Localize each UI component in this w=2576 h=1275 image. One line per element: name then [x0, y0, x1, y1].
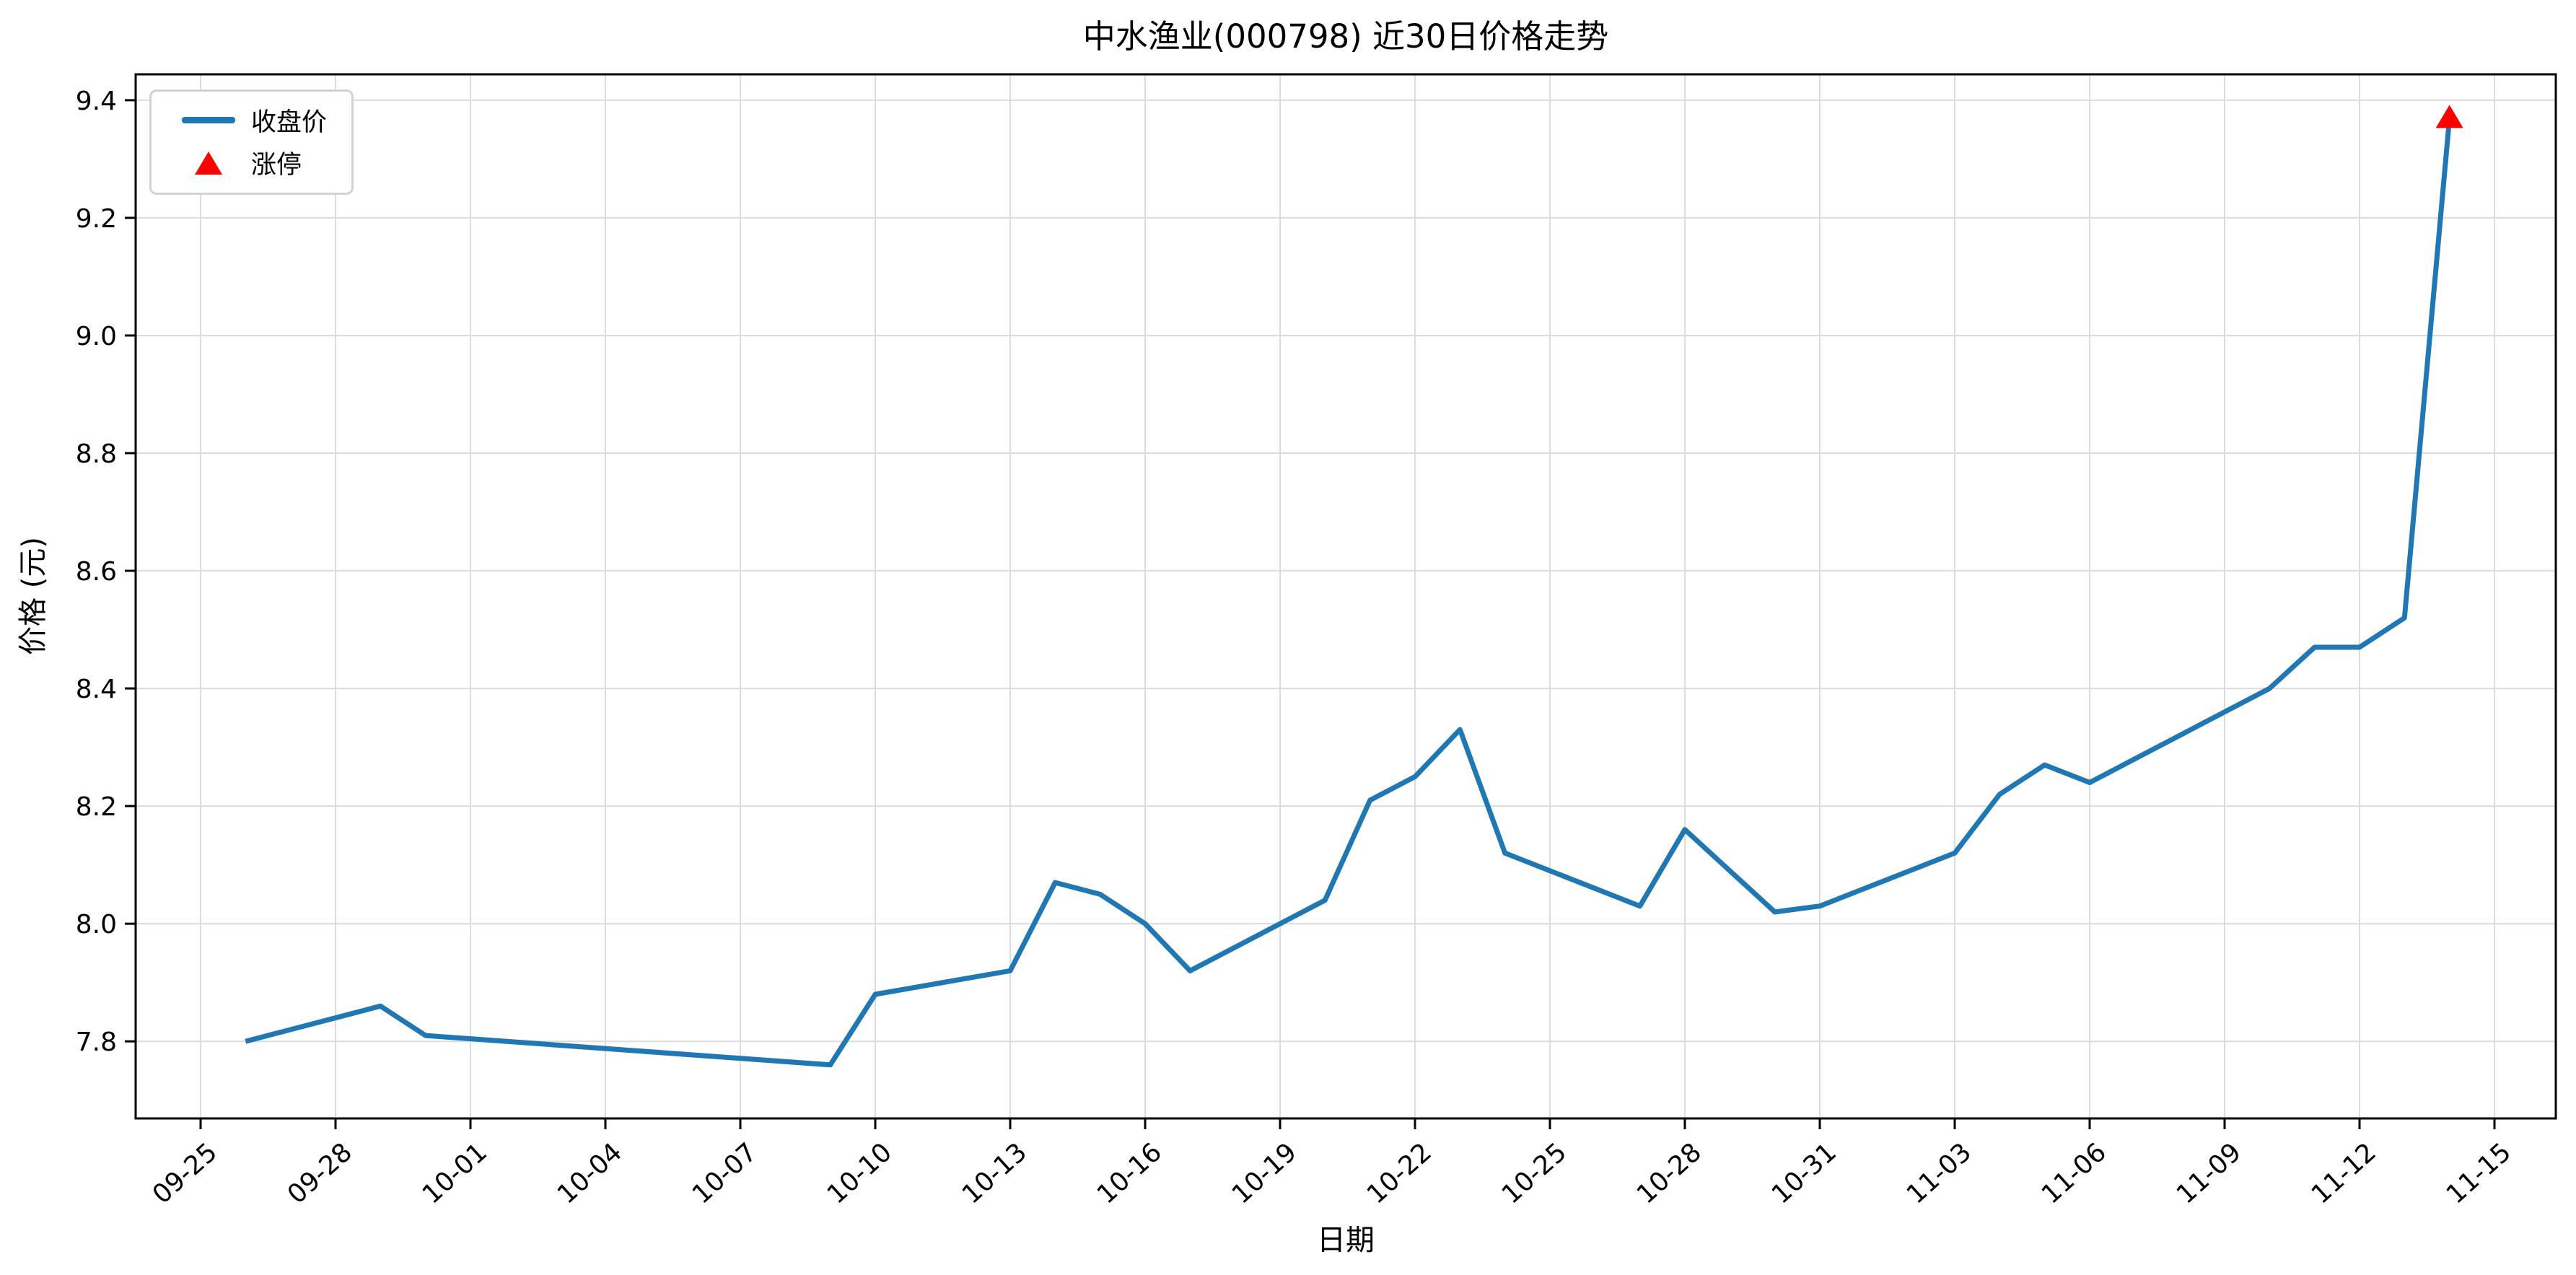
x-tick-label: 10-16 [1092, 1137, 1167, 1209]
x-tick-label: 10-01 [417, 1137, 493, 1209]
x-tick-label: 10-22 [1362, 1137, 1437, 1209]
x-tick-label: 10-10 [822, 1137, 898, 1209]
x-tick-label: 09-25 [147, 1137, 223, 1209]
axis-ticks [125, 99, 2496, 1129]
x-tick-label: 10-04 [552, 1137, 628, 1209]
x-tick-label: 10-19 [1227, 1137, 1302, 1209]
x-tick-label: 11-09 [2171, 1137, 2247, 1209]
x-tick-labels: 09-25 09-28 10-01 10-04 10-07 10-10 10-13 10-16… [147, 1137, 2517, 1209]
y-tick-label: 9.2 [76, 204, 117, 234]
x-axis-title: 日期 [1317, 1224, 1375, 1257]
x-tick-label: 09-28 [282, 1137, 358, 1209]
plot-border [134, 73, 2557, 1120]
limit-up-marker [2435, 105, 2463, 128]
legend-label-limit-up: 涨停 [251, 151, 302, 180]
close-price-line-swatch-icon [182, 117, 235, 123]
x-tick-label: 11-03 [1901, 1137, 1977, 1209]
x-tick-label: 10-13 [957, 1137, 1033, 1209]
x-tick-label: 10-25 [1497, 1137, 1572, 1209]
legend-swatch-cell [166, 151, 251, 175]
close-price-line [245, 117, 2453, 1068]
legend-label-close-price: 收盘价 [251, 108, 328, 137]
y-tick-label: 8.0 [76, 910, 117, 939]
legend-swatch-cell [166, 117, 251, 123]
x-tick-label: 11-12 [2306, 1137, 2382, 1209]
x-tick-label: 10-28 [1631, 1137, 1707, 1209]
y-tick-label: 8.4 [76, 675, 117, 704]
y-tick-label: 7.8 [76, 1028, 117, 1057]
x-tick-label: 11-06 [2036, 1137, 2112, 1209]
x-tick-label: 10-07 [687, 1137, 763, 1209]
y-tick-labels: 7.8 8.0 8.2 8.4 8.6 8.8 9.0 9.2 9.4 [76, 87, 117, 1057]
y-tick-label: 8.8 [76, 439, 117, 469]
limit-up-triangle-icon [195, 151, 222, 175]
legend-item-close-price: 收盘价 [166, 102, 327, 139]
y-tick-label: 9.4 [76, 87, 117, 116]
y-tick-label: 8.2 [76, 792, 117, 822]
chart-title: 中水渔业(000798) 近30日价格走势 [1082, 17, 1609, 56]
x-tick-label: 10-31 [1766, 1137, 1842, 1209]
y-axis-title: 价格 (元) [17, 537, 50, 655]
grid [136, 74, 2556, 1118]
legend-item-limit-up: 涨停 [166, 144, 327, 181]
y-tick-label: 8.6 [76, 557, 117, 587]
legend: 收盘价 涨停 [149, 89, 354, 195]
y-tick-label: 9.0 [76, 322, 117, 351]
x-tick-label: 11-15 [2441, 1137, 2517, 1209]
